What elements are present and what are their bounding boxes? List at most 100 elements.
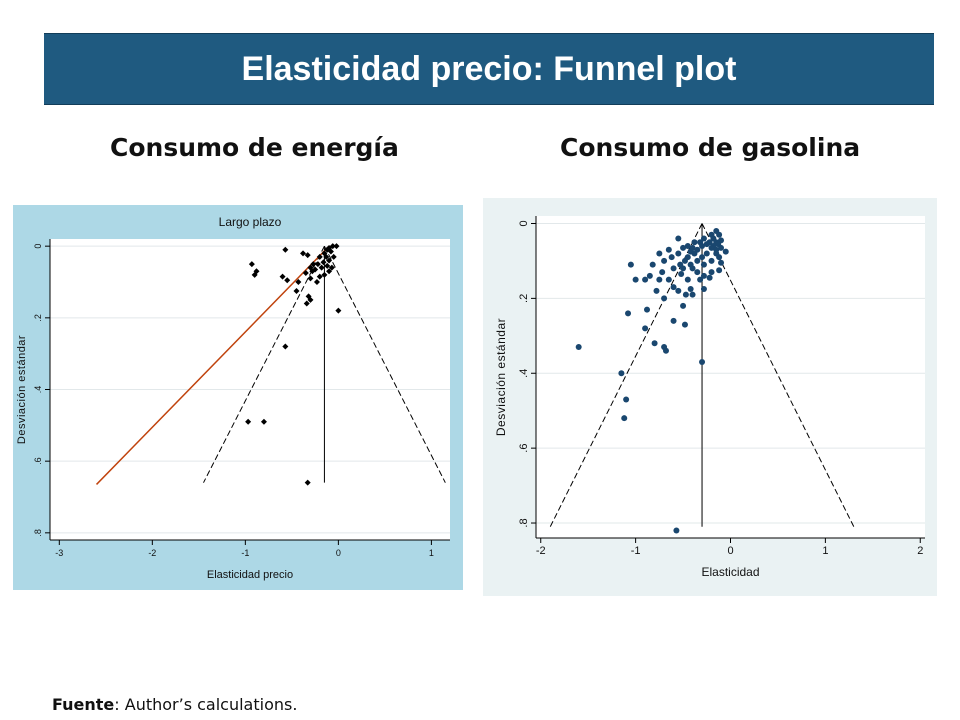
data-point	[312, 266, 319, 273]
funnel-plot-energy: Largo plazo 0 .2 .4 .6 .8 -3 -2 -1 0 1 Elasticidad …	[13, 205, 463, 590]
data-point	[678, 271, 685, 278]
data-point	[699, 359, 706, 366]
data-point	[716, 267, 723, 274]
data-point	[621, 415, 628, 422]
data-point	[307, 296, 314, 303]
data-point	[309, 268, 316, 275]
data-point	[708, 244, 715, 251]
data-point	[316, 253, 323, 260]
data-point	[694, 269, 701, 276]
data-point	[675, 235, 682, 242]
data-point	[313, 279, 320, 285]
data-point	[718, 259, 725, 266]
y-tick-label: 0	[518, 220, 530, 226]
data-point	[706, 274, 713, 281]
data-point	[328, 264, 335, 271]
data-point	[661, 257, 668, 264]
data-point	[330, 253, 337, 260]
data-point	[684, 276, 691, 283]
data-point	[575, 344, 582, 351]
data-point	[260, 418, 267, 425]
plot-area	[536, 216, 925, 538]
data-point	[251, 271, 258, 278]
data-point	[680, 244, 687, 251]
data-point	[623, 396, 630, 403]
x-tick-label: -3	[55, 548, 63, 558]
data-point	[320, 259, 327, 266]
data-point	[662, 347, 669, 354]
data-point	[618, 370, 625, 377]
data-point	[697, 276, 704, 283]
data-point	[689, 265, 696, 272]
data-point	[284, 277, 291, 284]
source-label: Fuente	[52, 695, 115, 714]
data-point	[295, 279, 302, 285]
chart-title: Largo plazo	[219, 215, 282, 229]
data-point	[326, 268, 333, 275]
x-tick-label: 1	[822, 545, 828, 557]
y-tick-label: .6	[518, 444, 530, 453]
data-point	[716, 231, 723, 238]
data-point	[684, 242, 691, 249]
data-point	[694, 257, 701, 264]
data-point	[656, 250, 663, 257]
source-text: : Author’s calculations.	[114, 695, 298, 714]
funnel-left-line	[203, 245, 325, 483]
data-point	[670, 265, 677, 272]
data-point	[651, 340, 658, 347]
data-point	[625, 310, 632, 317]
x-tick-label: -1	[631, 545, 641, 557]
data-point	[642, 325, 649, 332]
data-point	[649, 261, 656, 268]
data-point	[665, 246, 672, 253]
subtitle-gasoline: Consumo de gasolina	[560, 133, 861, 162]
x-axis-label: Elasticidad	[701, 565, 759, 579]
funnel-right-line	[323, 245, 446, 483]
subtitle-energy: Consumo de energía	[110, 133, 399, 162]
data-point	[689, 291, 696, 298]
data-point	[304, 479, 311, 486]
x-tick-label: -1	[241, 548, 249, 558]
data-point	[675, 287, 682, 294]
data-point	[316, 273, 323, 280]
data-point	[642, 276, 649, 283]
data-point	[691, 250, 698, 257]
data-point	[245, 418, 252, 425]
data-point	[302, 270, 309, 277]
data-point	[304, 252, 311, 259]
x-tick-label: 0	[336, 548, 341, 558]
data-point	[248, 261, 255, 268]
data-point	[314, 261, 321, 268]
data-point	[305, 293, 312, 300]
data-point	[656, 276, 663, 283]
data-point	[659, 269, 666, 276]
data-point	[310, 261, 317, 268]
data-point	[708, 269, 715, 276]
data-point	[699, 254, 706, 261]
funnel-left-line	[549, 223, 703, 527]
data-point	[279, 273, 286, 280]
chart-gasoline-svg: 0 .2 .4 .6 .8 -2 -1 0 1 2 Elasticidad Desviación es…	[483, 198, 937, 596]
funnel-plot-gasoline: 0 .2 .4 .6 .8 -2 -1 0 1 2 Elasticidad Desviación es…	[483, 198, 937, 596]
data-point	[665, 276, 672, 283]
data-point	[670, 317, 677, 324]
data-point	[670, 284, 677, 291]
x-tick-label: 0	[727, 545, 733, 557]
data-point	[303, 300, 310, 307]
data-point	[700, 286, 707, 293]
data-point	[293, 287, 300, 294]
y-tick-label: .8	[33, 529, 43, 537]
data-point	[661, 295, 668, 302]
data-point	[703, 250, 710, 257]
data-point	[700, 272, 707, 279]
y-tick-label: .4	[33, 386, 43, 394]
x-tick-label: -2	[536, 545, 546, 557]
data-point	[307, 275, 314, 282]
data-point	[632, 276, 639, 283]
data-point	[673, 527, 680, 534]
data-point	[681, 321, 688, 328]
x-axis-label: Elasticidad precio	[207, 569, 293, 581]
data-point	[282, 343, 289, 350]
data-point	[282, 246, 289, 253]
page-title: Elasticidad precio: Funnel plot	[241, 50, 737, 88]
